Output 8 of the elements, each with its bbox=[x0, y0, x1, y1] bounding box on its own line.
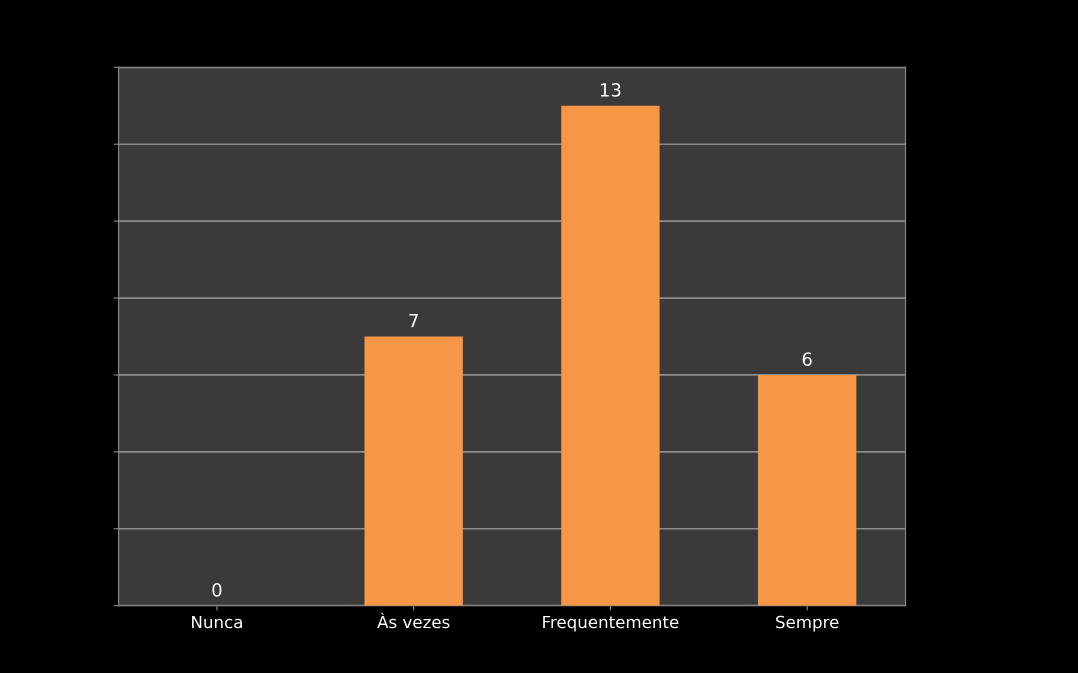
data-label: 7 bbox=[409, 314, 418, 328]
data-label: 6 bbox=[802, 352, 812, 366]
x-tick-label: Sempre bbox=[776, 615, 839, 632]
x-tick-label: Frequentemente bbox=[543, 615, 679, 632]
x-tick-label: Às vezes bbox=[377, 612, 450, 629]
data-label: 0 bbox=[212, 582, 222, 597]
x-tick-label: Nunca bbox=[192, 615, 242, 629]
data-label: 13 bbox=[600, 83, 621, 97]
